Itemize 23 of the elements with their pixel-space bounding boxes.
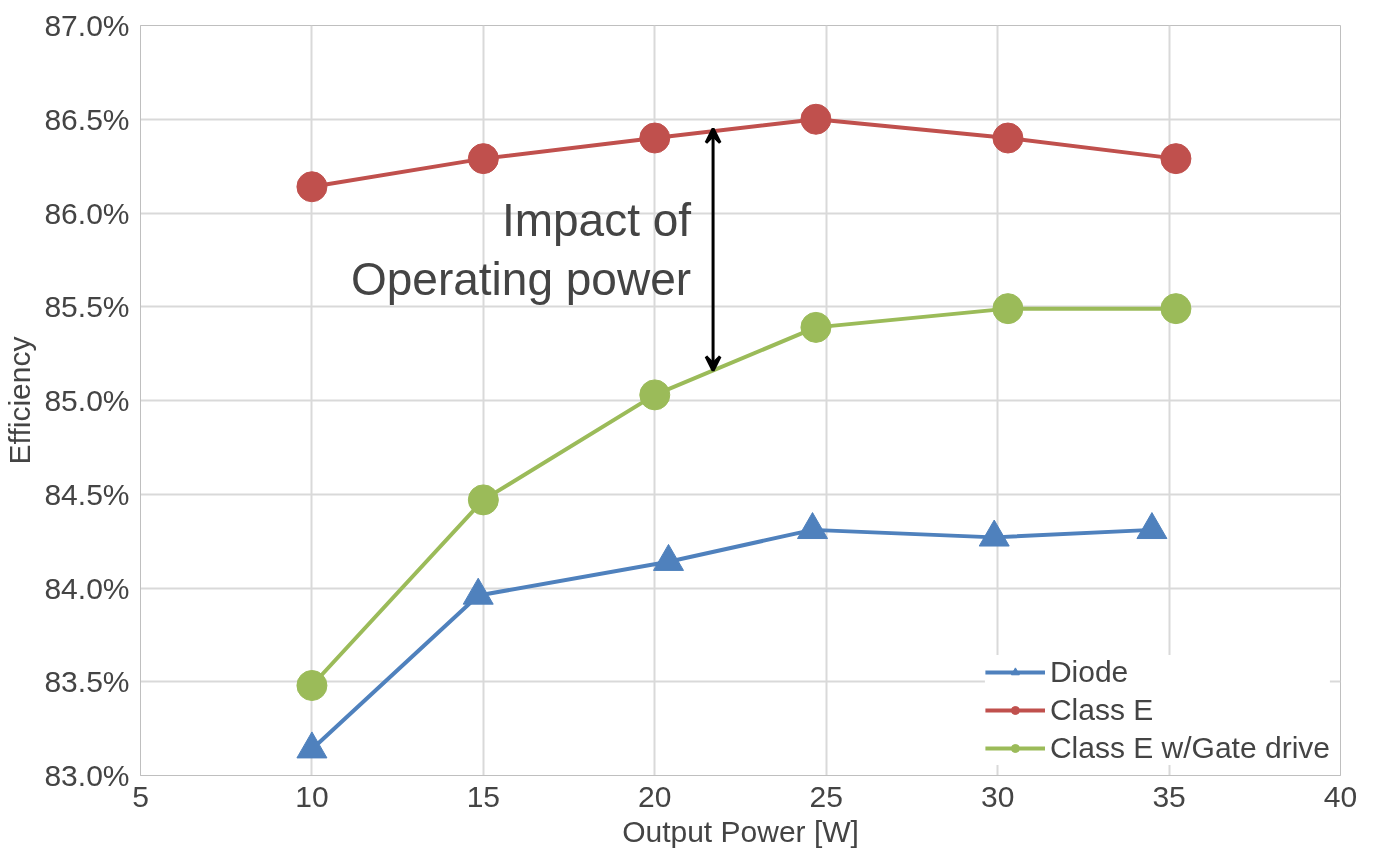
x-tick-label: 5: [132, 779, 149, 813]
x-tick-label: 15: [466, 779, 501, 813]
y-tick-label: 85.0%: [44, 384, 130, 417]
legend-label: Diode: [1049, 655, 1129, 689]
x-tick-label: 20: [638, 779, 672, 813]
x-tick-label: 35: [1152, 779, 1186, 813]
y-tick-label: 83.5%: [44, 665, 130, 699]
x-tick-label: 10: [295, 779, 329, 813]
x-tick-label: 40: [1323, 779, 1358, 813]
legend-label: Class E: [1049, 693, 1154, 727]
x-axis-title: Output Power [W]: [622, 814, 859, 848]
x-tick-label: 30: [980, 779, 1015, 813]
y-tick-label: 86.0%: [44, 196, 130, 230]
annotation: Impact of Operating power: [350, 193, 692, 306]
legend-label: Class E w/Gate drive: [1049, 731, 1330, 765]
y-tick-label: 85.5%: [44, 290, 130, 324]
y-tick-label: 86.5%: [44, 102, 130, 136]
x-tick-label: 25: [809, 779, 843, 813]
y-tick-label: 84.0%: [44, 571, 130, 605]
y-tick-label: 84.5%: [44, 477, 130, 511]
y-axis-title: Efficiency: [3, 336, 37, 465]
y-tick-label: 87.0%: [44, 9, 130, 42]
y-tick-label: 83.0%: [44, 759, 130, 792]
